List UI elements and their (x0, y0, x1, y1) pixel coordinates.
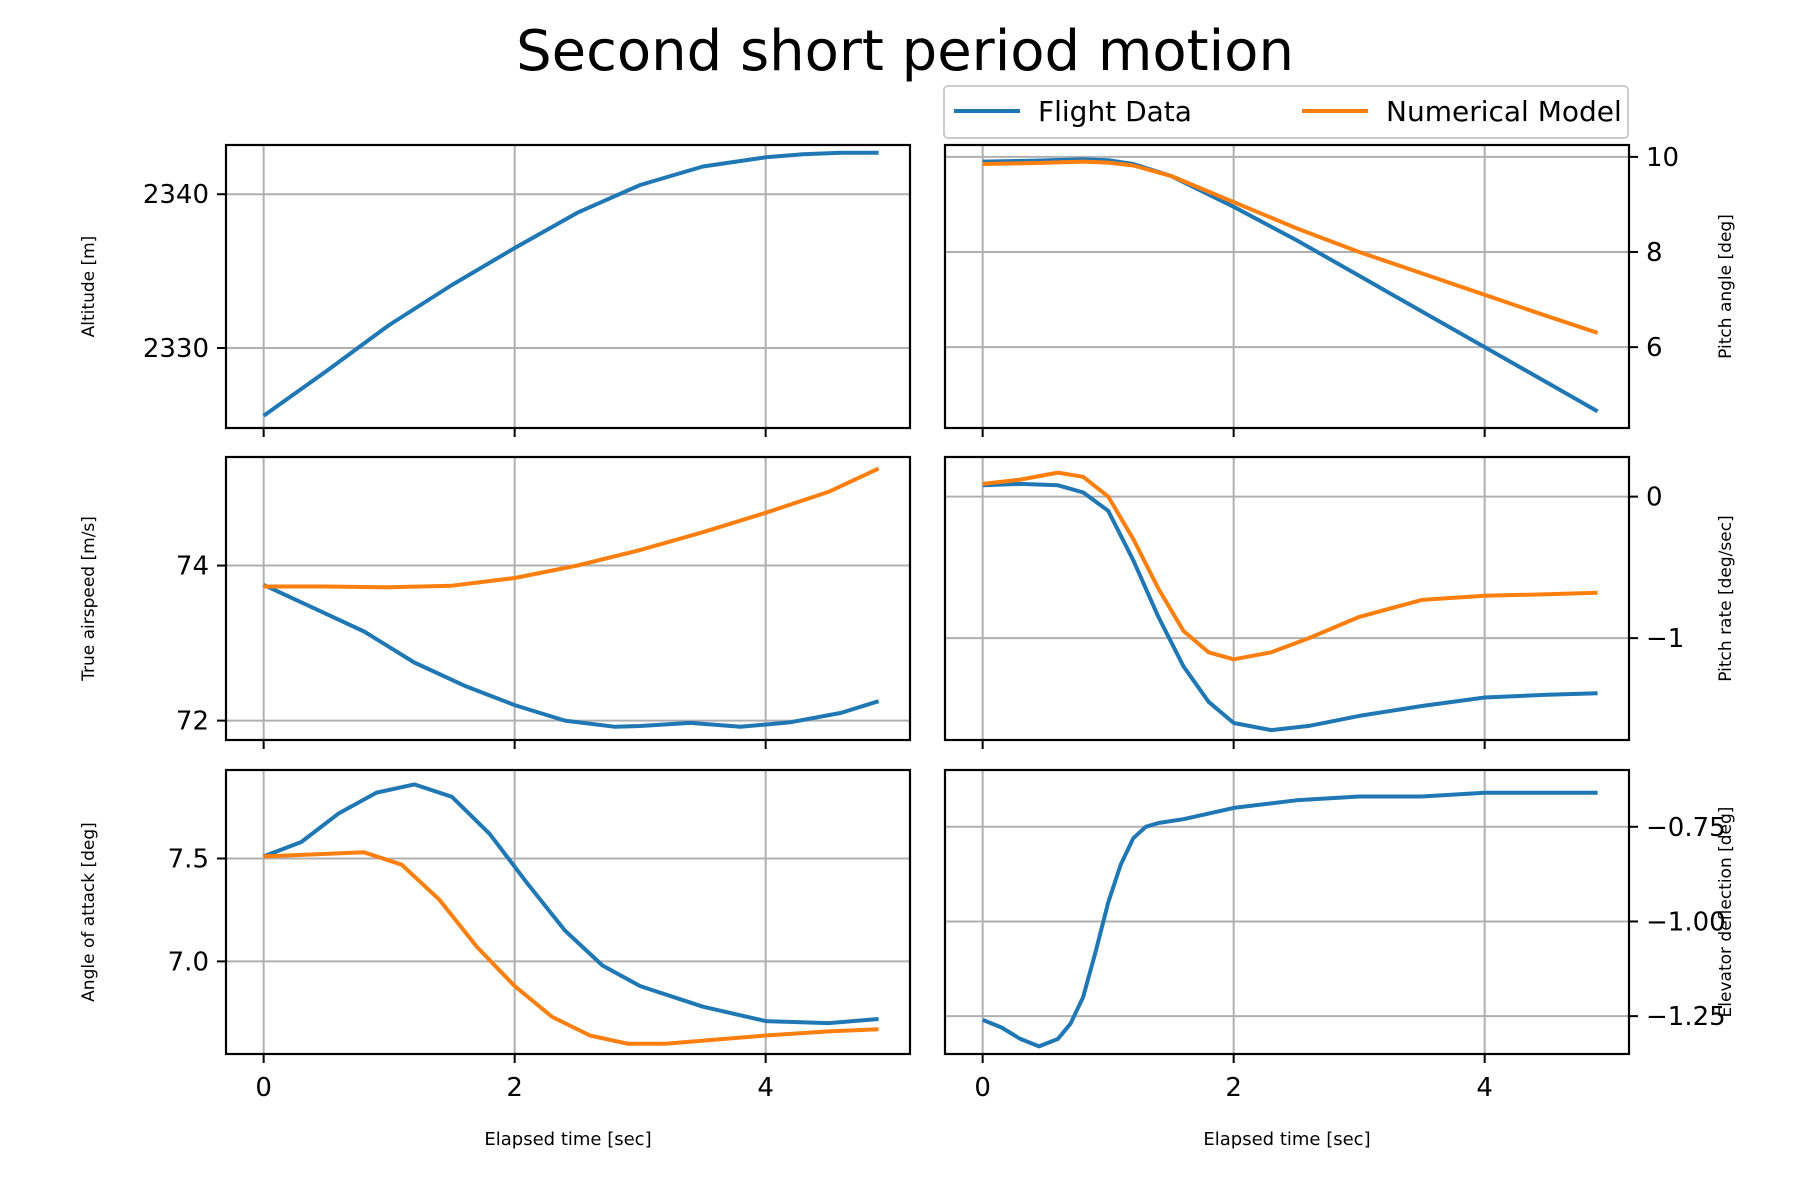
y-tick-label: 2340 (143, 180, 209, 210)
y-tick-label: −0.75 (1646, 813, 1726, 843)
y-tick-label: 7.5 (168, 844, 209, 874)
y-axis-label: Elevator deflection [deg] (1716, 807, 1736, 1018)
x-tick-label: 2 (1225, 1073, 1242, 1103)
series-line-flight-data (262, 583, 880, 729)
y-tick-label: −1.00 (1646, 907, 1726, 937)
plot-frame (224, 143, 912, 430)
y-tick-label: 6 (1646, 333, 1663, 363)
x-tick-label: 0 (255, 1073, 272, 1103)
y-tick-label: 10 (1646, 143, 1679, 173)
series-line-flight-data (982, 481, 1598, 733)
series-line-numerical-model (982, 159, 1599, 335)
x-tick-label: 4 (757, 1073, 774, 1103)
series-line-flight-data (262, 782, 879, 1026)
x-tick-label: 4 (1476, 1073, 1493, 1103)
y-tick-label: 7.0 (168, 947, 209, 977)
chart-title: Second short period motion (516, 19, 1294, 84)
y-tick-label: −1 (1646, 624, 1684, 654)
plot-frame (943, 143, 1631, 430)
plot-frame (943, 455, 1631, 742)
series-line-numerical-model (263, 850, 879, 1046)
y-axis-label: Pitch angle [deg] (1716, 214, 1736, 359)
y-tick-label: 8 (1646, 238, 1663, 268)
series-line-flight-data (262, 150, 879, 418)
plot-frame (224, 768, 912, 1056)
x-axis-label: Elapsed time [sec] (484, 1129, 651, 1150)
panel-middle-right: −1 0 Pitch rate [deg/sec] (943, 455, 1736, 749)
y-tick-label: −1.25 (1646, 1002, 1726, 1032)
panel-middle-left: 72 74 True airspeed [m/s] (79, 455, 912, 749)
series-line-numerical-model (263, 466, 880, 590)
series-line-flight-data (981, 790, 1598, 1049)
panel-top-left: 2330 2340 Altitude [m] (79, 143, 912, 437)
series-line-flight-data (982, 157, 1599, 414)
y-axis-label: Angle of attack [deg] (79, 822, 99, 1002)
legend: Flight Data Numerical Model (943, 85, 1629, 139)
y-axis-label: Altitude [m] (79, 236, 99, 338)
panels: 2330 2340 Altitude [m] 6 8 10 Pitch angle [deg… (79, 143, 1736, 1150)
legend-label-flight-data: Flight Data (1038, 95, 1192, 128)
x-tick-label: 0 (974, 1073, 991, 1103)
panel-top-right: 6 8 10 Pitch angle [deg] (943, 143, 1736, 437)
legend-box (943, 85, 1629, 139)
legend-label-numerical-model: Numerical Model (1386, 95, 1622, 128)
y-tick-label: 0 (1646, 483, 1663, 513)
plot-frame (224, 455, 912, 742)
x-tick-label: 2 (506, 1073, 523, 1103)
y-axis-label: True airspeed [m/s] (79, 516, 99, 682)
y-tick-label: 74 (176, 552, 209, 582)
y-tick-label: 72 (176, 707, 209, 737)
x-axis-label: Elapsed time [sec] (1203, 1129, 1370, 1150)
y-axis-label: Pitch rate [deg/sec] (1716, 515, 1736, 681)
y-tick-label: 2330 (143, 334, 209, 364)
series-line-numerical-model (982, 470, 1598, 662)
panel-bottom-left: 0 2 4 7.0 7.5 Angle of attack [deg] Elapsed ti… (79, 768, 912, 1150)
plot-frame (943, 768, 1631, 1056)
